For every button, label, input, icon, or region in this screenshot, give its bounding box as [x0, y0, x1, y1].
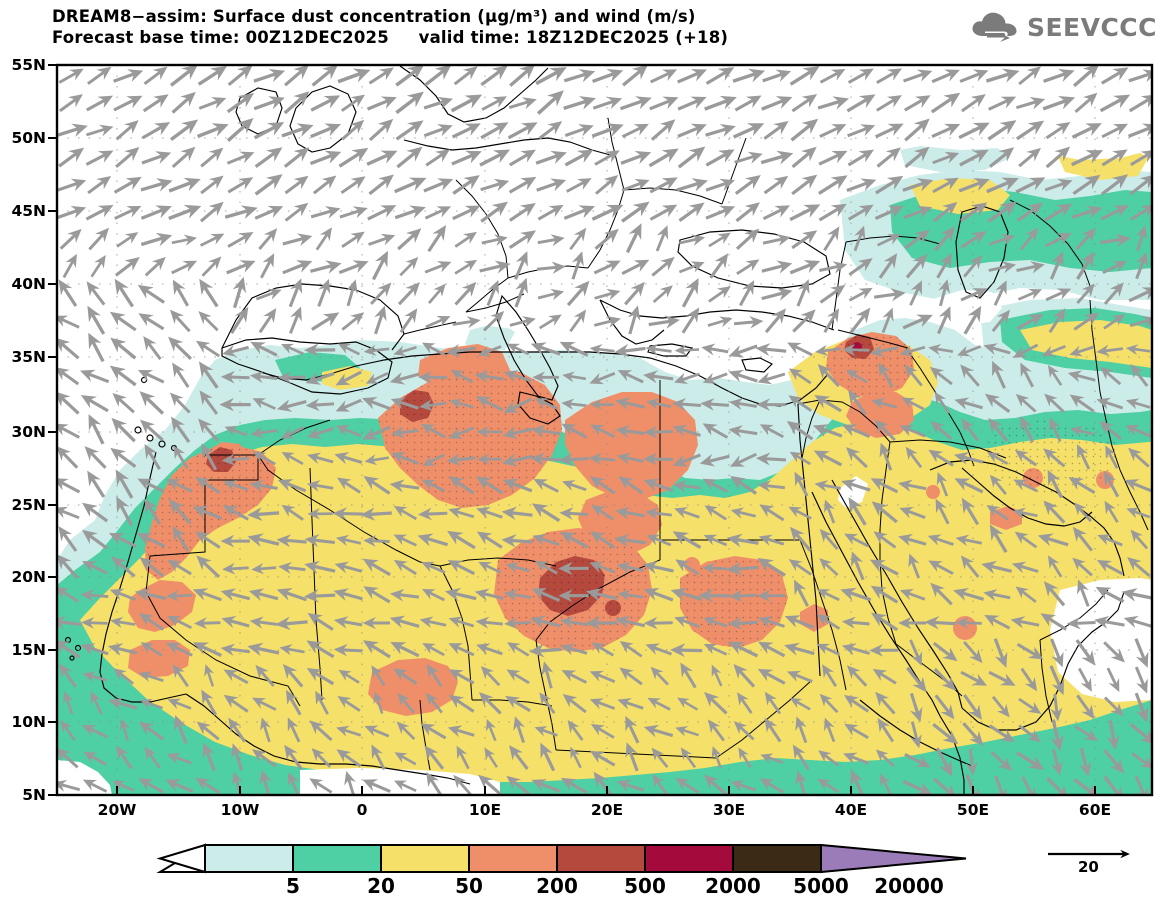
y-tick-55N: 55N	[11, 56, 46, 74]
colorbar-extend-high	[820, 843, 967, 874]
title-line-1: DREAM8−assim: Surface dust concentration…	[52, 7, 696, 26]
y-tick-25N: 25N	[11, 496, 46, 514]
cloud-wind-icon	[972, 12, 1017, 42]
y-tick-10N: 10N	[11, 713, 46, 731]
title-line-2: Forecast base time: 00Z12DEC2025 valid t…	[52, 28, 729, 48]
colorbar[interactable]	[156, 843, 967, 874]
x-tick-20E: 20E	[590, 801, 624, 819]
x-tick-50E: 50E	[956, 801, 990, 819]
y-tick-50N: 50N	[11, 129, 46, 147]
x-tick-10E: 10E	[468, 801, 502, 819]
title-block: DREAM8−assim: Surface dust concentration…	[52, 6, 728, 48]
colorbar-label-20: 20	[367, 874, 395, 898]
x-tick-10W: 10W	[220, 801, 260, 819]
colorbar-label-50: 50	[455, 874, 483, 898]
axis-ticks	[48, 64, 1096, 796]
colorbar-cell-6	[732, 844, 822, 873]
dust-field	[57, 65, 1152, 795]
colorbar-cell-2	[380, 844, 470, 873]
y-tick-30N: 30N	[11, 423, 46, 441]
colorbar-cell-1	[292, 844, 382, 873]
colorbar-cell-5	[644, 844, 734, 873]
colorbar-label-2000: 2000	[705, 874, 761, 898]
y-tick-40N: 40N	[11, 275, 46, 293]
colorbar-label-500: 500	[624, 874, 666, 898]
wind-ref-label: 20	[1078, 858, 1099, 876]
x-tick-30E: 30E	[712, 801, 746, 819]
y-tick-45N: 45N	[11, 202, 46, 220]
wind-vectors	[57, 65, 1152, 795]
x-tick-40E: 40E	[834, 801, 868, 819]
x-tick-20W: 20W	[97, 801, 137, 819]
colorbar-label-5: 5	[286, 874, 300, 898]
logo-text: SEEVCCC	[1026, 12, 1157, 42]
y-tick-5N: 5N	[22, 786, 46, 804]
y-tick-20N: 20N	[11, 568, 46, 586]
map-frame	[55, 63, 1154, 797]
colorbar-label-20000: 20000	[874, 874, 944, 898]
colorbar-label-5000: 5000	[793, 874, 849, 898]
colorbar-cell-3	[468, 844, 558, 873]
x-tick-0: 0	[356, 801, 368, 819]
x-tick-60E: 60E	[1078, 801, 1112, 819]
colorbar-label-200: 200	[536, 874, 578, 898]
y-tick-15N: 15N	[11, 641, 46, 659]
colorbar-cell-4	[556, 844, 646, 873]
colorbar-cell-0	[204, 844, 294, 873]
seevccc-logo: SEEVCCC	[969, 10, 1157, 44]
y-tick-35N: 35N	[11, 348, 46, 366]
